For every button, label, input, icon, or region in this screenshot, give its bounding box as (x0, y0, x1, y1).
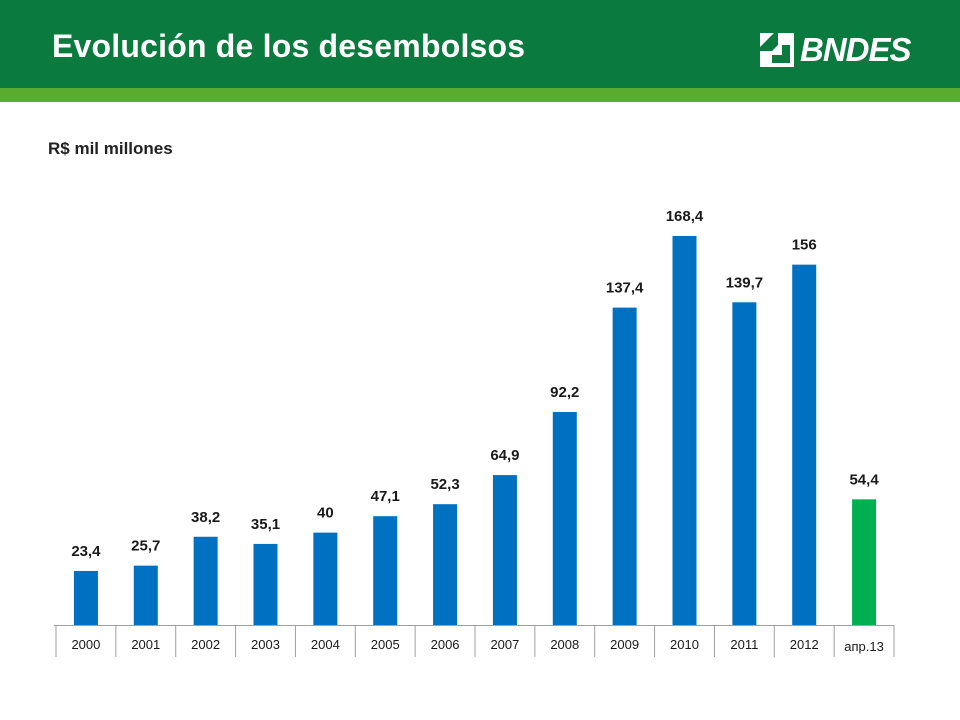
x-tick-label-2004: 2004 (311, 637, 340, 652)
bar-2007 (492, 475, 517, 625)
value-label-2004: 40 (317, 505, 334, 522)
x-tick-label-2011: 2011 (730, 637, 758, 652)
bar-2010 (672, 236, 697, 625)
value-label-2006: 52,3 (430, 476, 459, 493)
value-label-2001: 25,7 (131, 538, 160, 555)
x-tick-label-апр.13: апр.13 (844, 639, 884, 654)
page-title: Evolución de los desembolsos (52, 28, 526, 64)
value-label-2003: 35,1 (251, 516, 280, 533)
bndes-logo-icon (760, 33, 794, 67)
header-bar (0, 0, 960, 88)
value-label-2002: 38,2 (191, 509, 220, 526)
bar-2009 (612, 307, 637, 625)
x-tick-label-2007: 2007 (490, 637, 519, 652)
bar-2005 (373, 516, 398, 625)
x-tick-label-2002: 2002 (191, 637, 220, 652)
bndes-logo: BNDES (760, 31, 912, 68)
value-label-2000: 23,4 (71, 543, 101, 560)
bar-2000 (73, 570, 98, 625)
bar-2003 (253, 543, 278, 625)
bar-апр.13 (852, 499, 877, 625)
value-label-2011: 139,7 (726, 274, 764, 291)
x-tick-label-2005: 2005 (371, 637, 400, 652)
x-tick-label-2001: 2001 (131, 637, 160, 652)
x-tick-label-2003: 2003 (251, 637, 280, 652)
value-label-2005: 47,1 (371, 488, 400, 505)
x-tick-label-2009: 2009 (610, 637, 639, 652)
bar-2011 (732, 302, 757, 625)
bar-2006 (433, 504, 458, 625)
x-tick-label-2008: 2008 (550, 637, 579, 652)
x-tick-label-2000: 2000 (71, 637, 100, 652)
bar-2008 (552, 412, 577, 625)
header-stripe (0, 88, 960, 102)
x-tick-label-2006: 2006 (431, 637, 460, 652)
x-tick-label-2012: 2012 (790, 637, 819, 652)
bar-2001 (133, 565, 158, 625)
value-label-2009: 137,4 (606, 280, 644, 297)
bar-2012 (792, 264, 817, 625)
value-label-2012: 156 (792, 237, 817, 254)
value-label-2007: 64,9 (490, 447, 519, 464)
logo-text: BNDES (800, 31, 912, 68)
x-tick-label-2010: 2010 (670, 637, 699, 652)
value-label-апр.13: 54,4 (849, 471, 879, 488)
value-label-2008: 92,2 (550, 384, 579, 401)
bar-2002 (193, 536, 218, 625)
y-axis-unit-label: R$ mil millones (48, 139, 173, 158)
bar-2004 (313, 532, 338, 625)
value-label-2010: 168,4 (666, 208, 704, 225)
